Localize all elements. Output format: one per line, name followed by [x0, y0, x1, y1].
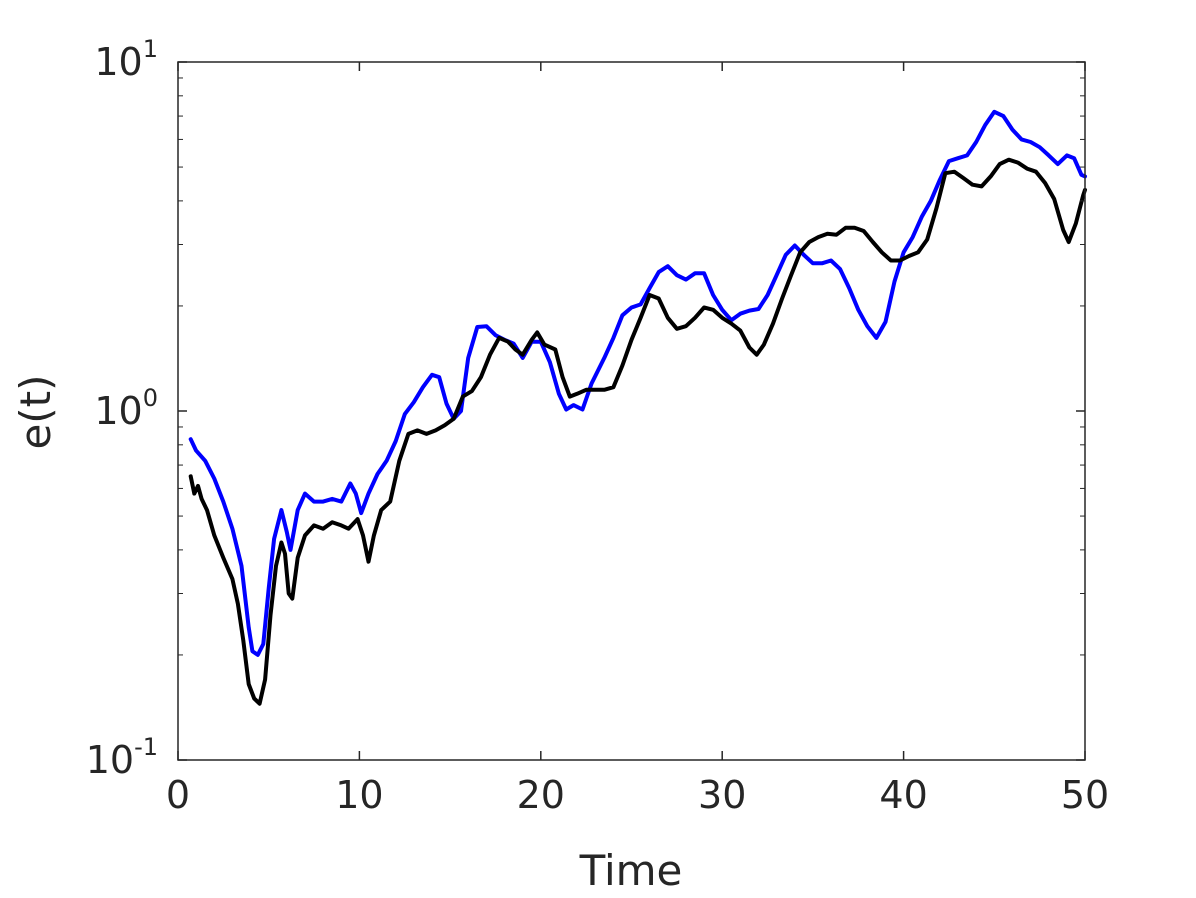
x-tick-label: 10	[335, 773, 383, 817]
x-axis-label: Time	[579, 846, 683, 895]
plot-series	[188, 109, 1087, 706]
y-tick-label-base: 10	[94, 40, 142, 84]
y-tick-label-base: 10	[94, 389, 142, 433]
x-tick-label: 40	[879, 773, 927, 817]
y-tick-label-exponent: 1	[143, 35, 158, 63]
series-line-2	[188, 157, 1087, 706]
y-axis-label: e(t)	[11, 374, 60, 449]
y-tick-label: 10-1	[86, 733, 158, 782]
y-tick-label-exponent: -1	[134, 733, 158, 761]
x-tick-label: 30	[698, 773, 746, 817]
minor-ticks	[178, 77, 1085, 656]
y-tick-label-exponent: 0	[143, 384, 158, 412]
y-tick-label-base: 10	[86, 738, 134, 782]
x-tick-label: 50	[1061, 773, 1109, 817]
series-line-1	[188, 109, 1087, 657]
x-tick-label: 0	[166, 773, 190, 817]
y-tick-label: 100	[94, 384, 158, 433]
y-tick-label: 101	[94, 35, 158, 84]
plot-frame	[177, 61, 1086, 761]
x-tick-labels: 0 10 20 30 40 50	[166, 773, 1109, 817]
x-tick-label: 20	[517, 773, 565, 817]
